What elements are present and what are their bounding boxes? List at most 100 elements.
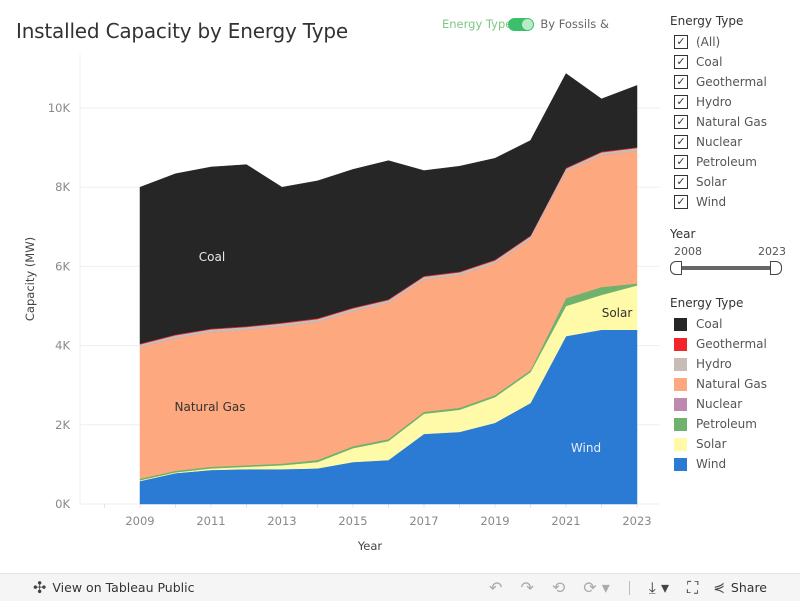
x-tick-label: 2013	[267, 514, 296, 528]
share-icon: ⋞	[713, 579, 725, 596]
filter-item[interactable]: ✓ Nuclear	[670, 132, 767, 152]
toggle-left-label: Energy Type	[442, 17, 513, 31]
redo-icon[interactable]: ↷	[520, 578, 534, 597]
view-on-tableau-link[interactable]: ✣ View on Tableau Public	[33, 578, 194, 597]
revert-icon[interactable]: ⟲	[551, 578, 566, 597]
checkbox[interactable]: ✓	[674, 175, 688, 189]
legend-swatch	[674, 317, 687, 331]
y-tick-label: 2K	[55, 418, 70, 432]
area-label-natural-gas: Natural Gas	[175, 400, 246, 414]
legend-item[interactable]: Coal	[670, 314, 767, 334]
legend-swatch	[674, 357, 687, 371]
toggle-right-label: By Fossils &	[540, 17, 609, 31]
year-max-value: 2023	[758, 245, 786, 258]
slider-track	[676, 266, 776, 270]
filter-item-label: Geothermal	[696, 75, 767, 89]
toolbar-divider	[628, 580, 630, 595]
checkbox[interactable]: ✓	[674, 35, 688, 49]
legend-item-label: Nuclear	[696, 397, 743, 411]
legend-item[interactable]: Solar	[670, 434, 767, 454]
checkbox[interactable]: ✓	[674, 155, 688, 169]
legend-item-label: Geothermal	[696, 337, 767, 351]
filter-item-label: Coal	[696, 55, 723, 69]
x-tick-label: 2023	[622, 514, 651, 528]
checkbox[interactable]: ✓	[674, 75, 688, 89]
filter-item-label: Wind	[696, 195, 727, 209]
x-tick-label: 2011	[196, 514, 225, 528]
toggle-knob	[522, 18, 534, 30]
checkbox[interactable]: ✓	[674, 115, 688, 129]
legend-item-label: Wind	[696, 457, 727, 471]
legend-item-label: Petroleum	[696, 417, 757, 431]
energy-type-filter: Energy Type ✓ (All) ✓ Coal ✓ Geothermal ✓ Hydro…	[670, 14, 767, 212]
legend-item-label: Natural Gas	[696, 377, 767, 391]
checkbox[interactable]: ✓	[674, 55, 688, 69]
year-range-slider[interactable]	[670, 261, 782, 275]
filter-item[interactable]: ✓ Coal	[670, 52, 767, 72]
filter-item-label: Hydro	[696, 95, 732, 109]
fullscreen-icon[interactable]: ⛶	[686, 577, 699, 597]
x-tick-label: 2021	[551, 514, 580, 528]
area-label-coal: Coal	[199, 250, 225, 264]
share-label: Share	[730, 580, 767, 595]
legend-swatch	[674, 377, 687, 391]
legend-item-label: Solar	[696, 437, 727, 451]
year-min-value: 2008	[674, 245, 702, 258]
checkbox[interactable]: ✓	[674, 195, 688, 209]
slider-handle-max[interactable]	[770, 261, 782, 275]
dashboard-title: Installed Capacity by Energy Type	[16, 19, 348, 43]
legend-item[interactable]: Hydro	[670, 354, 767, 374]
area-label-wind: Wind	[571, 441, 601, 455]
refresh-icon[interactable]: ⟳ ▾	[583, 578, 610, 597]
legend-item-label: Hydro	[696, 357, 732, 371]
legend-item-label: Coal	[696, 317, 723, 331]
legend-swatch	[674, 457, 687, 471]
filter-item[interactable]: ✓ Petroleum	[670, 152, 767, 172]
y-tick-label: 10K	[48, 101, 71, 115]
area-label-solar: Solar	[602, 306, 633, 320]
view-toggle[interactable]: Energy Type By Fossils &	[442, 17, 609, 31]
filter-item[interactable]: ✓ Natural Gas	[670, 112, 767, 132]
y-tick-label: 6K	[55, 259, 70, 273]
year-filter-title: Year	[670, 227, 696, 241]
x-tick-label: 2015	[338, 514, 367, 528]
x-tick-label: 2019	[480, 514, 509, 528]
checkbox[interactable]: ✓	[674, 135, 688, 149]
undo-icon[interactable]: ↶	[489, 578, 503, 597]
y-tick-label: 0K	[55, 497, 70, 511]
checkbox[interactable]: ✓	[674, 95, 688, 109]
share-button[interactable]: ⋞ Share	[713, 580, 767, 596]
toggle-switch[interactable]	[508, 17, 535, 31]
x-axis-title: Year	[357, 539, 383, 553]
area-coal[interactable]	[139, 73, 638, 344]
legend-swatch	[674, 397, 687, 411]
legend-item[interactable]: Geothermal	[670, 334, 767, 354]
filter-item[interactable]: ✓ (All)	[670, 32, 767, 52]
view-on-tableau-label: View on Tableau Public	[52, 580, 195, 595]
filter-item-label: Nuclear	[696, 135, 743, 149]
legend-swatch	[674, 337, 687, 351]
y-axis-title: Capacity (MW)	[23, 237, 37, 321]
filter-item-label: Natural Gas	[696, 115, 767, 129]
legend-item[interactable]: Petroleum	[670, 414, 767, 434]
legend-item[interactable]: Wind	[670, 454, 767, 474]
slider-handle-min[interactable]	[670, 261, 682, 275]
legend-swatch	[674, 437, 687, 451]
color-legend: Energy Type Coal Geothermal Hydro Natural G…	[670, 296, 767, 474]
filter-item[interactable]: ✓ Wind	[670, 192, 767, 212]
filter-item-label: (All)	[696, 35, 721, 49]
legend-item[interactable]: Nuclear	[670, 394, 767, 414]
legend-swatch	[674, 417, 687, 431]
area-chart: 0K 2K 4K 6K 8K 10K 2009 2011 2013 2015 2017 2019 202…	[23, 54, 660, 553]
filter-item[interactable]: ✓ Hydro	[670, 92, 767, 112]
filter-item[interactable]: ✓ Geothermal	[670, 72, 767, 92]
filter-item-label: Solar	[696, 175, 727, 189]
filter-item-label: Petroleum	[696, 155, 757, 169]
tableau-logo-icon: ✣	[33, 578, 47, 597]
y-tick-label: 4K	[55, 339, 70, 353]
tableau-toolbar: ✣ View on Tableau Public ↶ ↷ ⟲ ⟳ ▾ ⤓ ▾ ⛶…	[0, 573, 800, 601]
legend-item[interactable]: Natural Gas	[670, 374, 767, 394]
x-tick-label: 2009	[125, 514, 154, 528]
filter-item[interactable]: ✓ Solar	[670, 172, 767, 192]
download-icon[interactable]: ⤓ ▾	[648, 577, 669, 597]
